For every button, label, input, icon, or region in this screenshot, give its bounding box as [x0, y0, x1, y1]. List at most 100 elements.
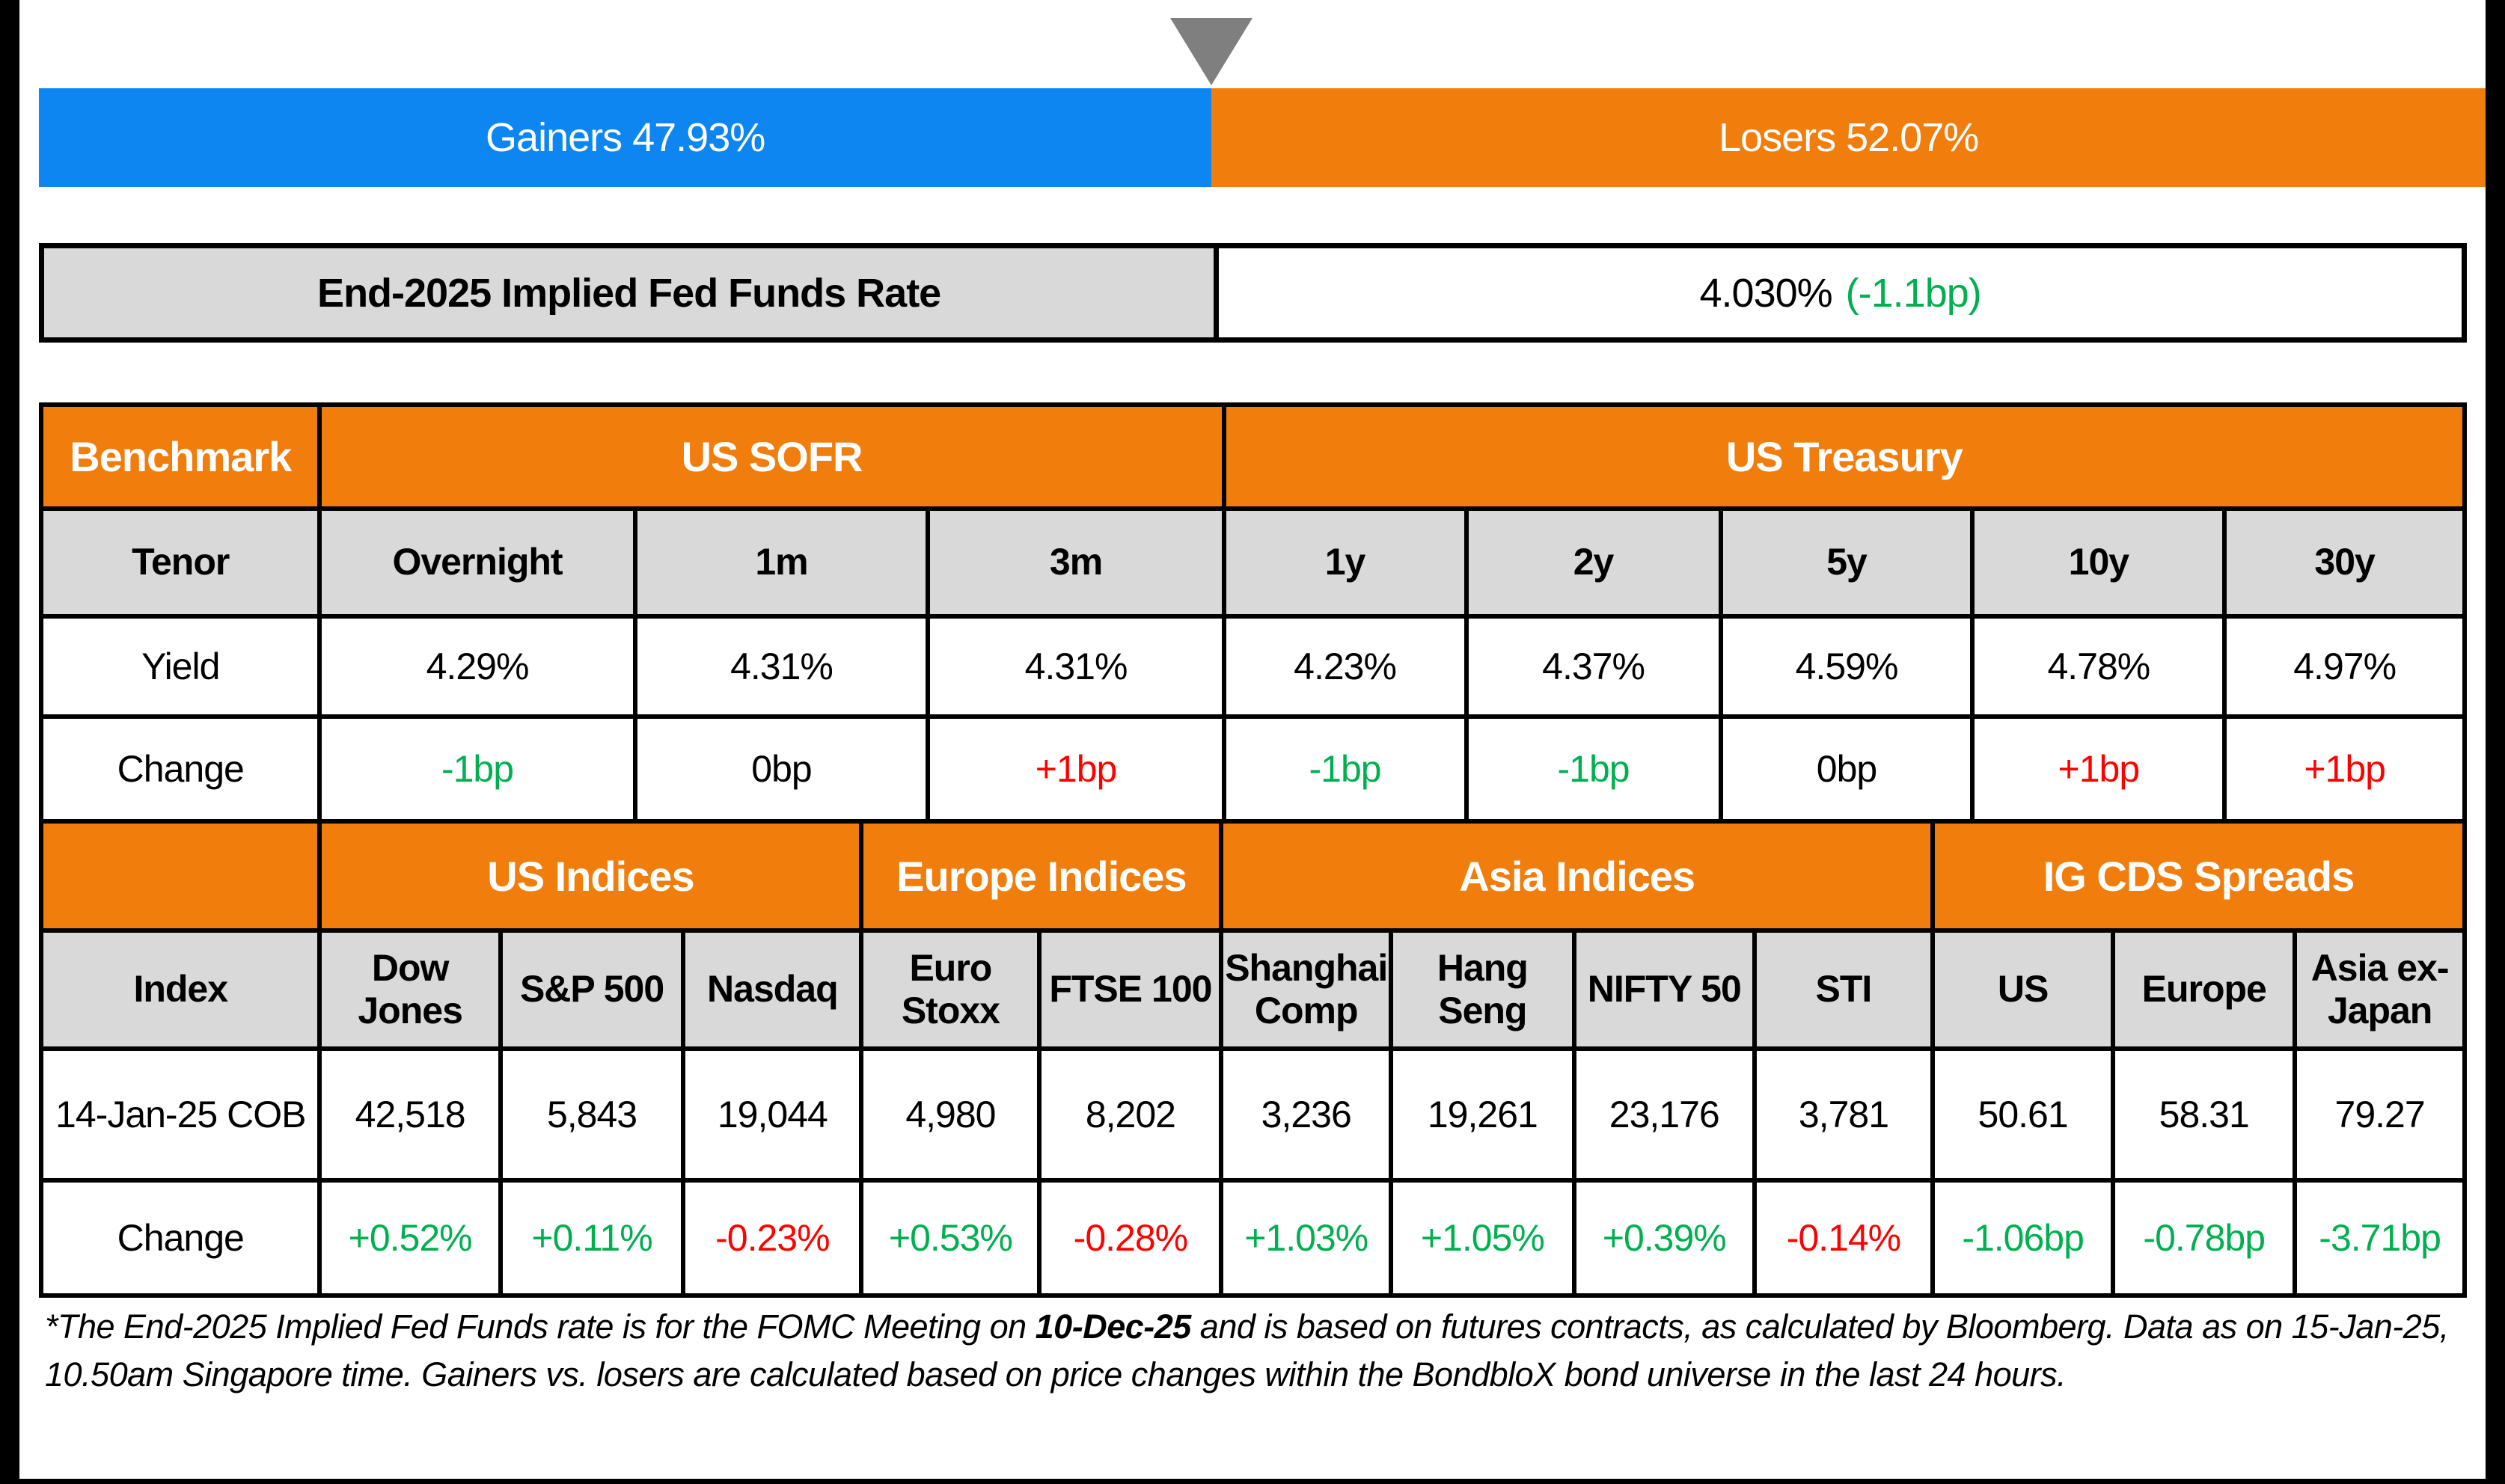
index-name-cell: Dow Jones — [317, 928, 503, 1051]
tenor-cell: 10y — [1970, 506, 2227, 619]
cob-values-row: 14-Jan-25 COB 42,518 5,843 19,044 4,980 … — [38, 1046, 2467, 1183]
index-change-cell: -3.71bp — [2293, 1178, 2467, 1298]
index-value-cell: 23,176 — [1571, 1046, 1757, 1183]
yield-row-label: Yield — [38, 614, 322, 719]
index-name-cell: Nasdaq — [681, 928, 864, 1051]
cob-row-label: 14-Jan-25 COB — [38, 1046, 322, 1183]
index-change-cell: +1.03% — [1219, 1178, 1394, 1298]
index-change-cell: +0.52% — [317, 1178, 503, 1298]
index-name-cell: FTSE 100 — [1037, 928, 1224, 1051]
tenor-cell: Overnight — [317, 506, 637, 619]
indices-corner-cell — [38, 819, 322, 933]
yield-cell: 4.29% — [317, 614, 637, 719]
index-name-cell: Shanghai Comp — [1219, 928, 1394, 1051]
tenor-cell: 30y — [2222, 506, 2467, 619]
index-change-cell: +0.39% — [1571, 1178, 1757, 1298]
indices-change-row-label: Change — [38, 1178, 322, 1298]
yield-cell: 4.78% — [1970, 614, 2227, 719]
index-value-cell: 42,518 — [317, 1046, 503, 1183]
index-name-cell: Euro Stoxx — [859, 928, 1042, 1051]
gainers-losers-bar: Gainers 47.93% Losers 52.07% — [39, 88, 2486, 187]
index-value-cell: 79.27 — [2293, 1046, 2467, 1183]
yield-cell: 4.37% — [1463, 614, 1723, 719]
yield-cell: 4.59% — [1718, 614, 1975, 719]
gainers-label: Gainers 47.93% — [486, 115, 765, 160]
change-cell: -1bp — [1221, 714, 1469, 824]
frame-right-bar — [2486, 0, 2505, 1484]
change-cell: 0bp — [632, 714, 931, 824]
yield-cell: 4.23% — [1221, 614, 1469, 719]
benchmark-corner-cell: Benchmark — [38, 402, 322, 511]
losers-bar: Losers 52.07% — [1211, 88, 2486, 187]
tenor-cell: 3m — [926, 506, 1226, 619]
change-cell: +1bp — [2222, 714, 2467, 824]
tenor-row: Tenor Overnight 1m 3m 1y 2y 5y 10y 30y — [38, 506, 2467, 619]
fed-funds-strip: End-2025 Implied Fed Funds Rate 4.030% (… — [39, 243, 2467, 343]
index-value-cell: 8,202 — [1037, 1046, 1224, 1183]
yield-cell: 4.97% — [2222, 614, 2467, 719]
group-us-sofr: US SOFR — [317, 402, 1226, 511]
fed-funds-value-cell: 4.030% (-1.1bp) — [1219, 248, 2462, 337]
tenor-cell: 2y — [1463, 506, 1723, 619]
index-value-cell: 50.61 — [1930, 1046, 2116, 1183]
gainers-losers-section: Gainers 47.93% Losers 52.07% — [39, 0, 2486, 187]
group-ig-cds-spreads: IG CDS Spreads — [1930, 819, 2468, 933]
gainers-bar: Gainers 47.93% — [39, 88, 1212, 187]
fed-funds-label: End-2025 Implied Fed Funds Rate — [44, 248, 1220, 337]
group-us-treasury: US Treasury — [1221, 402, 2468, 511]
tenor-cell: 1m — [632, 506, 931, 619]
change-row-label: Change — [38, 714, 322, 824]
index-change-cell: -0.14% — [1752, 1178, 1935, 1298]
yield-cell: 4.31% — [926, 614, 1226, 719]
change-cell: +1bp — [1970, 714, 2227, 824]
index-value-cell: 5,843 — [498, 1046, 686, 1183]
index-change-cell: +0.53% — [859, 1178, 1042, 1298]
index-name-cell: US — [1930, 928, 2116, 1051]
group-us-indices: US Indices — [317, 819, 864, 933]
frame-left-bar — [0, 0, 19, 1484]
index-value-cell: 3,236 — [1219, 1046, 1394, 1183]
footnote-part2: and is based on futures contracts, as ca… — [45, 1307, 2449, 1393]
index-change-cell: -0.28% — [1037, 1178, 1224, 1298]
change-cell: -1bp — [317, 714, 637, 824]
change-cell: +1bp — [926, 714, 1226, 824]
fed-funds-change: (-1.1bp) — [1845, 270, 1982, 316]
index-value-cell: 4,980 — [859, 1046, 1042, 1183]
losers-label: Losers 52.07% — [1719, 115, 1979, 160]
change-cell: 0bp — [1718, 714, 1975, 824]
benchmark-change-row: Change -1bp 0bp +1bp -1bp -1bp 0bp +1bp … — [38, 714, 2467, 824]
footnote-date: 10-Dec-25 — [1035, 1307, 1192, 1346]
index-name-cell: STI — [1752, 928, 1935, 1051]
yield-cell: 4.31% — [632, 614, 931, 719]
fed-funds-rate: 4.030% — [1699, 270, 1833, 316]
index-name-row: Index Dow Jones S&P 500 Nasdaq Euro Stox… — [38, 928, 2467, 1051]
index-name-cell: Hang Seng — [1389, 928, 1576, 1051]
group-europe-indices: Europe Indices — [859, 819, 1224, 933]
tenor-cell: 5y — [1718, 506, 1975, 619]
split-pointer-icon — [1170, 18, 1253, 85]
index-change-cell: -1.06bp — [1930, 1178, 2116, 1298]
indices-change-row: Change +0.52% +0.11% -0.23% +0.53% -0.28… — [38, 1178, 2467, 1298]
index-change-cell: +0.11% — [498, 1178, 686, 1298]
tenor-row-label: Tenor — [38, 506, 322, 619]
indices-table: US Indices Europe Indices Asia Indices I… — [38, 819, 2468, 1298]
index-name-cell: S&P 500 — [498, 928, 686, 1051]
change-cell: -1bp — [1463, 714, 1723, 824]
index-row-label: Index — [38, 928, 322, 1051]
indices-group-row: US Indices Europe Indices Asia Indices I… — [38, 819, 2468, 933]
benchmark-table: Benchmark US SOFR US Treasury Tenor Over… — [38, 402, 2468, 824]
index-name-cell: Europe — [2111, 928, 2298, 1051]
index-value-cell: 19,044 — [681, 1046, 864, 1183]
index-change-cell: -0.78bp — [2111, 1178, 2298, 1298]
index-change-cell: -0.23% — [681, 1178, 864, 1298]
footnote-part1: *The End-2025 Implied Fed Funds rate is … — [45, 1307, 1036, 1346]
index-value-cell: 58.31 — [2111, 1046, 2298, 1183]
yield-row: Yield 4.29% 4.31% 4.31% 4.23% 4.37% 4.59… — [38, 614, 2467, 719]
index-change-cell: +1.05% — [1389, 1178, 1576, 1298]
index-name-cell: NIFTY 50 — [1571, 928, 1757, 1051]
benchmark-group-row: Benchmark US SOFR US Treasury — [38, 402, 2468, 511]
index-value-cell: 3,781 — [1752, 1046, 1935, 1183]
group-asia-indices: Asia Indices — [1219, 819, 1935, 933]
tenor-cell: 1y — [1221, 506, 1469, 619]
